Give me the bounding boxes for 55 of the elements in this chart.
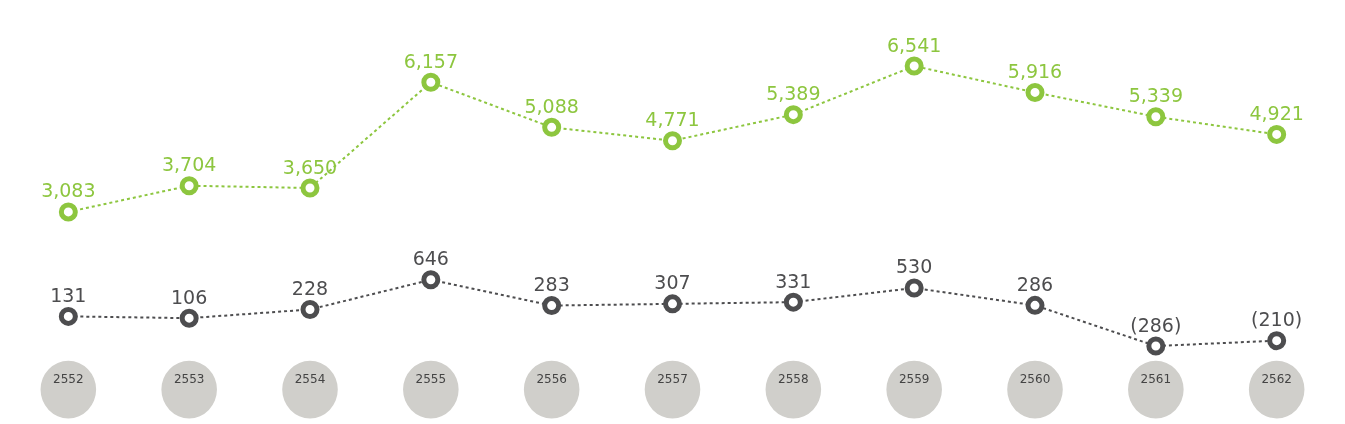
point bbox=[179, 176, 199, 196]
x-tick-label: 2558 bbox=[778, 372, 809, 386]
point bbox=[1267, 331, 1287, 351]
point bbox=[1146, 107, 1166, 127]
data-label: 286 bbox=[1016, 272, 1054, 295]
data-label: 6,541 bbox=[886, 33, 942, 56]
data-label: 331 bbox=[775, 269, 812, 292]
x-tick-label: 2562 bbox=[1261, 372, 1292, 386]
data-label: 4,771 bbox=[645, 108, 700, 131]
data-label: 5,916 bbox=[1007, 59, 1063, 82]
data-label: 307 bbox=[654, 271, 691, 294]
x-tick-label: 2554 bbox=[294, 372, 326, 386]
x-tick-label: 2559 bbox=[898, 372, 930, 386]
point bbox=[300, 178, 320, 198]
point bbox=[783, 105, 803, 125]
data-label: 530 bbox=[896, 255, 933, 278]
x-tick-label: 2560 bbox=[1019, 372, 1051, 386]
data-label: 6,157 bbox=[403, 49, 459, 72]
data-label: 5,088 bbox=[524, 94, 579, 117]
x-tick-label: 2556 bbox=[536, 372, 567, 386]
point bbox=[421, 270, 441, 290]
point bbox=[1267, 124, 1287, 144]
x-tick-label: 2553 bbox=[173, 372, 205, 386]
point bbox=[663, 131, 682, 151]
x-tick-label: 2561 bbox=[1140, 372, 1172, 386]
x-tick-label: 2555 bbox=[415, 372, 447, 386]
data-label: 106 bbox=[171, 285, 208, 308]
point bbox=[1025, 295, 1045, 315]
data-label: 3,083 bbox=[41, 179, 96, 202]
data-label: 131 bbox=[50, 283, 87, 306]
data-label: 3,704 bbox=[161, 153, 217, 176]
point bbox=[421, 72, 441, 92]
point bbox=[783, 292, 803, 312]
point bbox=[904, 56, 924, 76]
data-label: 5,339 bbox=[1128, 84, 1184, 107]
point bbox=[179, 308, 199, 328]
data-label: 5,389 bbox=[766, 82, 821, 105]
x-tick-label: 2552 bbox=[53, 372, 84, 386]
point bbox=[58, 202, 78, 222]
data-label: 646 bbox=[412, 247, 449, 270]
point bbox=[542, 296, 562, 316]
data-label: (286) bbox=[1130, 313, 1182, 336]
point bbox=[58, 306, 78, 326]
point bbox=[542, 117, 562, 137]
point bbox=[904, 278, 924, 298]
data-label: 283 bbox=[533, 273, 570, 296]
point bbox=[300, 299, 320, 319]
data-label: 3,650 bbox=[282, 155, 338, 178]
point bbox=[663, 294, 682, 314]
data-label: 4,921 bbox=[1249, 101, 1304, 124]
data-label: (210) bbox=[1251, 308, 1303, 331]
point bbox=[1025, 82, 1045, 102]
x-tick-label: 2557 bbox=[657, 372, 688, 386]
point bbox=[1146, 336, 1166, 356]
data-label: 228 bbox=[291, 276, 329, 299]
